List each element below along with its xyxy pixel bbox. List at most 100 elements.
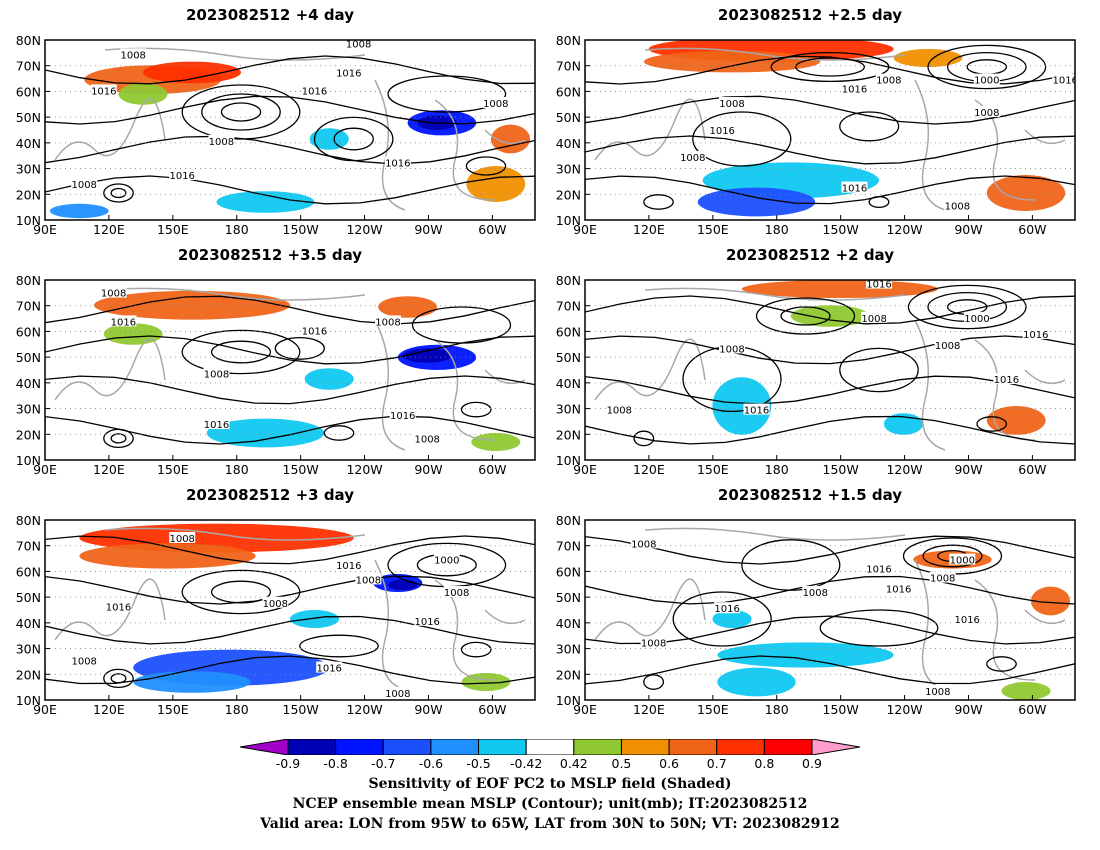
coastline	[374, 559, 406, 691]
contour-label: 1016	[390, 411, 415, 422]
sensitivity-shading	[378, 296, 437, 318]
mslp-contour	[45, 55, 535, 85]
latitude-tick-label: 20N	[556, 427, 581, 442]
mslp-contour	[323, 425, 355, 441]
contour-label-background	[71, 654, 98, 666]
mslp-contour	[585, 135, 1075, 165]
colorbar-swatch	[478, 739, 527, 755]
contour-label: 1016	[302, 86, 327, 97]
latitude-tick-label: 20N	[16, 427, 41, 442]
longitude-tick-label: 180	[225, 462, 249, 477]
mslp-contour	[460, 401, 492, 418]
coastline	[914, 559, 946, 691]
panel-title: 2023082512 +3.5 day	[177, 246, 363, 264]
latitude-tick-label: 40N	[16, 136, 41, 151]
coastline	[644, 527, 906, 541]
mslp-contour	[585, 175, 1075, 205]
contour-label: 1016	[714, 604, 739, 615]
caption-valid-area: Valid area: LON from 95W to 65W, LAT fro…	[260, 816, 840, 832]
contour-label-background	[384, 156, 411, 168]
mslp-contour	[45, 375, 535, 405]
contour-label: 1016	[866, 565, 891, 576]
longitude-tick-label: 90W	[954, 222, 982, 237]
coastline	[434, 99, 496, 201]
mslp-contour	[585, 575, 1075, 605]
longitude-tick-label: 120W	[346, 462, 382, 477]
latitude-tick-label: 10N	[16, 453, 41, 468]
contour-label-background	[316, 661, 343, 673]
map-panel-day-4: 2023082512 +4 day 1008 1008 1016 1016 1016 10…	[0, 6, 540, 241]
latitude-tick-label: 10N	[556, 693, 581, 708]
sensitivity-shading	[986, 175, 1066, 211]
colorbar-swatch	[811, 739, 860, 755]
latitude-tick-label: 50N	[556, 350, 581, 365]
mslp-contour	[585, 655, 1075, 685]
contour-label-background	[1022, 328, 1049, 339]
contour-label: 1016	[886, 584, 911, 595]
panel-title: 2023082512 +2.5 day	[717, 6, 903, 24]
mslp-contour	[633, 430, 655, 447]
contour-label-background	[375, 315, 401, 327]
contour-label-background	[482, 97, 509, 108]
contour-label-background	[679, 151, 706, 162]
longitude-tick-label: 150W	[823, 702, 859, 717]
coastline	[644, 47, 906, 61]
colorbar-tick-label: 0.42	[559, 756, 588, 771]
contour-label: 1008	[680, 153, 705, 164]
contour-label: 1016	[111, 317, 136, 328]
longitude-tick-label: 120E	[633, 702, 665, 717]
colorbar-swatch	[573, 739, 622, 755]
map-plot: 1008 1016 1016 1008 1008 1016 1016 1008 80N 70N 60…	[16, 273, 536, 477]
map-frame	[584, 39, 1076, 221]
colorbar-swatch	[287, 739, 337, 755]
mslp-contour	[45, 295, 535, 325]
contour-label-background	[389, 409, 416, 420]
mslp-contour	[692, 111, 792, 167]
mslp-contour	[770, 51, 890, 83]
colorbar-swatch	[335, 739, 384, 755]
sensitivity-shading	[118, 83, 168, 105]
longitude-tick-label: 180	[765, 702, 789, 717]
contour-label: 1008	[861, 314, 886, 325]
contour-label-background	[719, 342, 745, 354]
contour-label-background	[875, 73, 902, 85]
sensitivity-shading	[697, 187, 816, 217]
sensitivity-shading	[490, 124, 531, 154]
colorbar-swatch	[763, 739, 813, 755]
longitude-tick-label: 150E	[697, 702, 729, 717]
contour-label-background	[169, 169, 196, 180]
colorbar-tick-label: 0.7	[706, 756, 727, 771]
longitude-tick-label: 150E	[157, 702, 189, 717]
contour-label-background	[169, 532, 196, 543]
latitude-tick-label: 50N	[16, 590, 41, 605]
sensitivity-shading	[471, 433, 521, 451]
longitude-tick-label: 120E	[93, 462, 125, 477]
longitude-tick-label: 150E	[697, 222, 729, 237]
colorbar-swatch	[240, 739, 289, 755]
longitude-tick-label: 180	[225, 222, 249, 237]
sensitivity-shading	[143, 61, 241, 84]
contour-label: 1008	[925, 687, 950, 698]
panel-title: 2023082512 +4 day	[186, 6, 354, 24]
contour-label-background	[719, 97, 745, 108]
mslp-contour	[585, 335, 1075, 365]
mslp-contour	[210, 340, 272, 364]
longitude-tick-label: 120E	[633, 222, 665, 237]
longitude-tick-label: 150W	[283, 222, 319, 237]
contour-label: 1008	[356, 575, 381, 586]
mslp-contour	[45, 95, 535, 125]
latitude-tick-label: 20N	[556, 187, 581, 202]
caption-shading: Sensitivity of EOF PC2 to MSLP field (Sh…	[368, 776, 732, 792]
colorbar-tick-label: -0.6	[418, 756, 444, 771]
longitude-tick-label: 120W	[346, 222, 382, 237]
coastline	[914, 79, 946, 211]
mslp-contour	[780, 306, 831, 326]
mslp-contour	[741, 539, 841, 591]
contour-label: 1016	[91, 86, 116, 97]
contour-label: 1000	[950, 556, 975, 567]
latitude-tick-label: 40N	[16, 376, 41, 391]
contour-label: 1008	[641, 638, 666, 649]
longitude-tick-label: 60W	[1018, 462, 1046, 477]
mslp-contour	[585, 375, 1075, 405]
contour-label: 1008	[974, 108, 999, 119]
